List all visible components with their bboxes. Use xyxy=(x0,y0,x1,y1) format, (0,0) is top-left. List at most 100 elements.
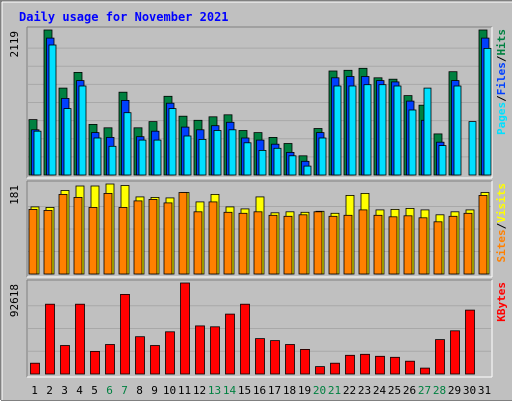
bar-kbytes-day-3 xyxy=(61,346,70,375)
legend-hits: Hits xyxy=(495,29,508,56)
bar-sites-day-19 xyxy=(299,215,307,274)
y-max-label: 2119 xyxy=(8,31,21,58)
x-tick-label: 30 xyxy=(463,384,476,397)
bar-sites-day-6 xyxy=(104,193,112,274)
bar-kbytes-day-30 xyxy=(466,310,475,374)
bar-kbytes-day-20 xyxy=(316,367,325,374)
bar-pages-day-28 xyxy=(439,146,446,175)
x-tick-label: 9 xyxy=(151,384,158,397)
bar-kbytes-day-15 xyxy=(241,304,250,374)
bar-kbytes-day-14 xyxy=(226,314,235,374)
bar-sites-day-29 xyxy=(449,216,457,274)
bar-pages-day-7 xyxy=(124,113,131,175)
bar-sites-day-23 xyxy=(359,210,367,274)
bar-kbytes-day-18 xyxy=(286,345,295,375)
x-tick-label: 27 xyxy=(418,384,431,397)
bar-sites-day-27 xyxy=(419,218,427,274)
legend-files: Files xyxy=(495,62,508,95)
bar-kbytes-day-11 xyxy=(181,283,190,374)
bar-sites-day-5 xyxy=(89,207,97,274)
chart-panels: 2119Pages/Files/Hits181Sites/Visits92618… xyxy=(8,27,508,377)
bar-pages-day-18 xyxy=(289,156,296,175)
bar-sites-day-20 xyxy=(314,212,322,274)
panel-legend: KBytes xyxy=(495,282,508,322)
panel-legend: Sites/Visits xyxy=(495,183,508,263)
bar-pages-day-8 xyxy=(139,140,146,175)
bar-pages-day-27 xyxy=(424,88,431,175)
bar-kbytes-day-4 xyxy=(76,304,85,374)
bar-sites-day-18 xyxy=(284,216,292,274)
bar-pages-day-9 xyxy=(154,140,161,175)
panel-kbytes: 92618 KBytes xyxy=(8,280,508,377)
bar-pages-day-2 xyxy=(49,45,56,175)
bar-pages-day-24 xyxy=(379,85,386,175)
bar-pages-day-4 xyxy=(79,86,86,175)
bar-sites-day-24 xyxy=(374,215,382,274)
bar-sites-day-15 xyxy=(239,213,247,274)
bar-kbytes-day-29 xyxy=(451,331,460,374)
bar-pages-day-25 xyxy=(394,86,401,175)
bar-sites-day-2 xyxy=(44,210,52,274)
x-tick-label: 8 xyxy=(136,384,143,397)
x-tick-label: 28 xyxy=(433,384,446,397)
bar-sites-day-4 xyxy=(74,197,82,274)
bar-pages-day-29 xyxy=(454,86,461,175)
bar-kbytes-day-8 xyxy=(136,337,145,374)
bar-kbytes-day-9 xyxy=(151,346,160,375)
x-tick-label: 6 xyxy=(106,384,113,397)
bar-kbytes-day-17 xyxy=(271,341,280,374)
bar-sites-day-16 xyxy=(254,212,262,274)
bar-sites-day-30 xyxy=(464,213,472,274)
bar-sites-day-21 xyxy=(329,216,337,274)
x-tick-label: 7 xyxy=(121,384,128,397)
chart-title: Daily usage for November 2021 xyxy=(19,10,229,24)
bar-kbytes-day-28 xyxy=(436,340,445,374)
bar-sites-day-9 xyxy=(149,199,157,274)
bar-pages-day-6 xyxy=(109,146,116,175)
x-tick-label: 26 xyxy=(403,384,416,397)
x-tick-label: 11 xyxy=(178,384,191,397)
bar-kbytes-day-22 xyxy=(346,355,355,374)
bar-kbytes-day-6 xyxy=(106,345,115,375)
x-tick-label: 10 xyxy=(163,384,176,397)
legend-kbytes: KBytes xyxy=(495,282,508,322)
x-tick-label: 20 xyxy=(313,384,326,397)
legend-visits: Visits xyxy=(495,183,508,223)
bar-pages-day-22 xyxy=(349,86,356,175)
bar-sites-day-14 xyxy=(224,212,232,274)
bar-sites-day-8 xyxy=(134,201,142,274)
x-tick-label: 14 xyxy=(223,384,237,397)
bar-pages-day-14 xyxy=(229,130,236,175)
bar-kbytes-day-27 xyxy=(421,368,430,374)
bar-sites-day-17 xyxy=(269,215,277,274)
x-tick-label: 2 xyxy=(46,384,53,397)
bar-kbytes-day-2 xyxy=(46,304,55,374)
legend-pages: Pages xyxy=(495,102,508,135)
y-max-label: 92618 xyxy=(8,284,21,317)
x-tick-label: 24 xyxy=(373,384,387,397)
bar-sites-day-12 xyxy=(194,212,202,274)
x-tick-label: 25 xyxy=(388,384,401,397)
x-tick-label: 12 xyxy=(193,384,206,397)
x-tick-label: 3 xyxy=(61,384,68,397)
bar-pages-day-12 xyxy=(199,139,206,175)
bar-sites-day-1 xyxy=(29,209,37,274)
bar-pages-day-11 xyxy=(184,136,191,175)
x-tick-label: 19 xyxy=(298,384,311,397)
bar-pages-day-15 xyxy=(244,143,251,175)
bar-pages-day-3 xyxy=(64,109,71,175)
bar-kbytes-day-16 xyxy=(256,339,265,374)
x-tick-label: 5 xyxy=(91,384,98,397)
bar-pages-day-21 xyxy=(334,86,341,175)
x-tick-label: 29 xyxy=(448,384,461,397)
x-tick-label: 21 xyxy=(328,384,341,397)
x-tick-label: 15 xyxy=(238,384,251,397)
bar-sites-day-31 xyxy=(479,195,487,274)
bar-sites-day-26 xyxy=(404,216,412,274)
bar-pages-day-5 xyxy=(94,138,101,175)
bar-pages-day-16 xyxy=(259,150,266,175)
bar-kbytes-day-19 xyxy=(301,349,310,374)
